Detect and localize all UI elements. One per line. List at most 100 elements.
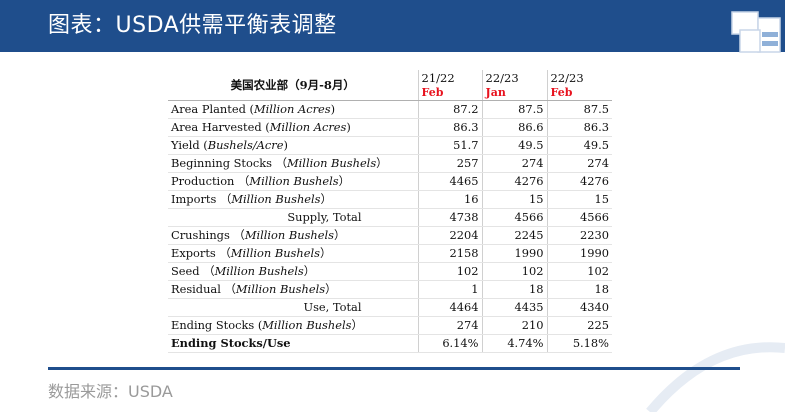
row-value: 18 [481,280,547,299]
table-row: Area Harvested (Million Acres) 86.3 86.6 86… [168,118,612,137]
row-unit-suffix: ） [338,174,350,188]
row-unit: Bushels/Acre [207,138,284,152]
row-label-text: Beginning Stocks （ [171,156,287,170]
row-value: 4340 [546,298,612,317]
row-unit: Million Acres [269,120,347,134]
row-label-text: Ending Stocks/Use [171,336,291,350]
row-value: 87.2 [417,100,482,119]
row-value: 274 [546,154,612,173]
column-year: 22/23 [546,70,612,86]
row-unit: Million Acres [253,102,331,116]
table-row: Use, Total 4464 4435 4340 [168,298,612,317]
column-month: Feb [546,86,612,101]
row-value: 1990 [546,244,612,263]
row-value: 4464 [417,298,482,317]
row-label-text: Crushings （ [171,228,245,242]
row-value: 49.5 [546,136,612,155]
row-value: 87.5 [481,100,547,119]
row-value: 86.6 [481,118,547,137]
row-unit: Million Bushels [287,156,377,170]
row-value: 102 [417,262,482,281]
row-value: 1 [417,280,482,299]
row-label-text: Yield ( [171,138,208,152]
row-label-text: Area Planted ( [171,102,254,116]
row-value: 6.14% [417,334,482,353]
row-label-text: Exports （ [171,246,231,260]
page-title: 图表：USDA供需平衡表调整 [48,13,337,38]
column-month: Feb [417,86,482,101]
row-unit-suffix: ) [330,102,336,116]
row-value: 102 [481,262,547,281]
column-year: 22/23 [481,70,547,86]
table-row: Residual （Million Bushels） 1 18 18 [168,280,612,299]
row-value: 4566 [546,208,612,227]
table-row: Imports （Million Bushels） 16 15 15 [168,190,612,209]
row-unit-suffix: ) [283,138,288,152]
column-year: 21/22 [417,70,482,86]
row-label: Crushings （Million Bushels） [168,226,418,245]
row-unit: Million Bushels [262,318,352,332]
row-value: 5.18% [546,334,612,353]
table-row: Ending Stocks/Use 6.14% 4.74% 5.18% [168,334,612,353]
row-value: 4738 [417,208,482,227]
row-value: 4435 [481,298,547,317]
row-label: Seed （Million Bushels） [168,262,418,281]
row-label: Yield (Bushels/Acre) [168,136,418,155]
row-value: 4.74% [481,334,547,353]
row-label-text: Production （ [171,174,250,188]
footer-divider [48,367,740,370]
column-month: Jan [481,86,547,101]
row-value: 274 [417,316,482,335]
row-label-text: Residual （ [171,282,236,296]
row-label: Area Planted (Million Acres) [168,100,418,119]
table-row: Supply, Total 4738 4566 4566 [168,208,612,227]
row-unit: Million Bushels [244,228,334,242]
table-row: Area Planted (Million Acres) 87.2 87.5 87.5 [168,100,612,119]
row-value: 87.5 [546,100,612,119]
table-header-months: Feb Jan Feb [168,86,612,101]
row-unit-suffix: ） [351,318,363,332]
row-unit: Million Bushels [230,246,320,260]
table-row: Ending Stocks (Million Bushels） 274 210 225 [168,316,612,335]
decorative-arc [646,342,785,412]
row-unit: Million Bushels [214,264,304,278]
row-value: 210 [481,316,547,335]
row-label-text: Supply, Total [287,210,362,224]
row-unit-suffix: ) [346,120,351,134]
row-unit-suffix: ） [333,228,346,242]
supply-demand-table: 美国农业部（9月-8月） 21/22 22/23 22/23 Feb Jan F… [168,70,612,353]
row-value: 4276 [481,172,547,191]
table-row: Beginning Stocks （Million Bushels） 257 274… [168,154,612,173]
row-label-text: Seed （ [171,264,215,278]
row-value: 2204 [417,226,482,245]
row-unit-suffix: ） [319,246,332,260]
row-label-text: Imports （ [171,192,232,206]
row-label: Area Harvested (Million Acres) [168,118,418,137]
row-unit: Million Bushels [231,192,321,206]
row-unit: Million Bushels [235,282,326,296]
table-header-years: 美国农业部（9月-8月） 21/22 22/23 22/23 [168,70,612,101]
row-label: Residual （Million Bushels） [168,280,418,299]
row-value: 86.3 [546,118,612,137]
row-value: 2230 [546,226,612,245]
row-value: 18 [546,280,612,299]
row-label: Production （Million Bushels） [168,172,418,191]
row-label-text: Use, Total [303,300,362,314]
row-label-text: Ending Stocks ( [171,318,263,332]
row-unit-suffix: ） [325,282,337,296]
row-label: Use, Total [168,298,418,317]
row-value: 1990 [481,244,547,263]
row-value: 2245 [481,226,547,245]
row-value: 49.5 [481,136,547,155]
company-logo-icon [731,11,781,53]
row-value: 274 [481,154,547,173]
table-row: Production （Million Bushels） 4465 4276 4276 [168,172,612,191]
row-value: 16 [417,190,482,209]
row-value: 4566 [481,208,547,227]
row-unit-suffix: ） [303,264,316,278]
row-value: 51.7 [417,136,482,155]
table-row: Seed （Million Bushels） 102 102 102 [168,262,612,281]
row-value: 102 [546,262,612,281]
row-value: 4276 [546,172,612,191]
row-value: 257 [417,154,482,173]
